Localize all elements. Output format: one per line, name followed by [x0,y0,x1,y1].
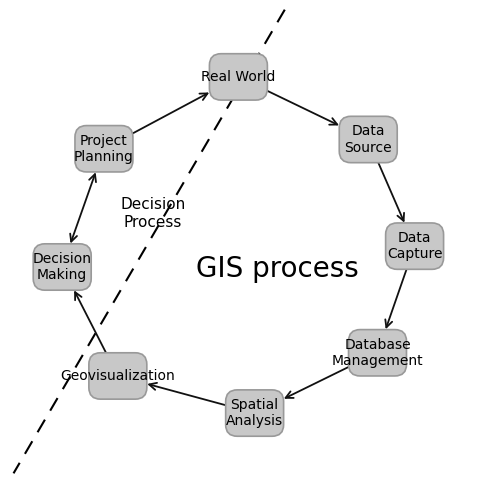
Text: Real World: Real World [201,70,276,84]
FancyBboxPatch shape [348,329,406,376]
Text: Decision
Process: Decision Process [120,198,186,230]
FancyBboxPatch shape [340,116,397,163]
Text: Geovisualization: Geovisualization [60,369,175,383]
FancyBboxPatch shape [226,390,284,436]
FancyBboxPatch shape [75,126,133,172]
FancyBboxPatch shape [386,223,444,270]
FancyBboxPatch shape [89,353,147,399]
Text: Spatial
Analysis: Spatial Analysis [226,398,283,428]
Text: Data
Capture: Data Capture [387,231,442,261]
Text: Decision
Making: Decision Making [32,252,92,282]
Text: Database
Management: Database Management [332,338,424,368]
FancyBboxPatch shape [210,54,268,100]
Text: Data
Source: Data Source [344,125,392,155]
Text: GIS process: GIS process [196,256,359,284]
Text: Project
Planning: Project Planning [74,134,134,164]
FancyBboxPatch shape [33,244,91,290]
